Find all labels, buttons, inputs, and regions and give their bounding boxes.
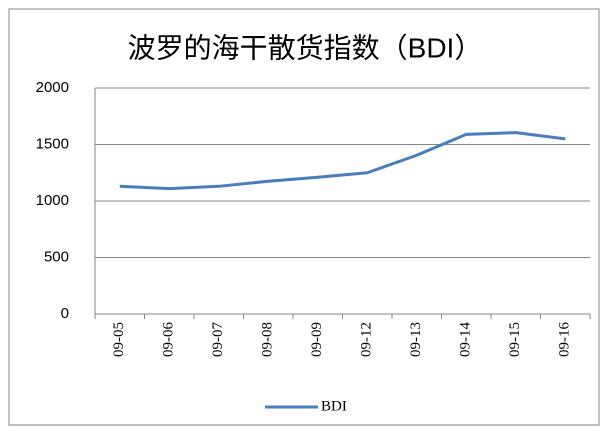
x-tick-label: 09-09 bbox=[309, 322, 325, 357]
y-tick-label: 2000 bbox=[36, 79, 69, 96]
x-tick-label: 09-05 bbox=[111, 322, 127, 357]
y-tick-label: 1000 bbox=[36, 192, 69, 209]
y-tick-label: 1500 bbox=[36, 135, 69, 152]
legend-label: BDI bbox=[321, 398, 347, 414]
chart-border bbox=[8, 8, 600, 426]
y-tick-label: 0 bbox=[61, 305, 69, 322]
x-tick-label: 09-13 bbox=[408, 322, 424, 357]
x-tick-label: 09-15 bbox=[507, 322, 523, 357]
x-tick-label: 09-07 bbox=[210, 322, 226, 357]
chart-title: 波罗的海干散货指数（BDI） bbox=[128, 32, 483, 63]
x-tick-label: 09-16 bbox=[557, 322, 573, 357]
data-line bbox=[119, 131, 566, 191]
x-tick-label: 09-06 bbox=[161, 322, 177, 357]
x-tick-label: 09-14 bbox=[458, 322, 474, 357]
y-tick-label: 500 bbox=[44, 248, 69, 265]
x-tick-label: 09-08 bbox=[260, 322, 276, 357]
x-tick-label: 09-12 bbox=[359, 322, 375, 357]
